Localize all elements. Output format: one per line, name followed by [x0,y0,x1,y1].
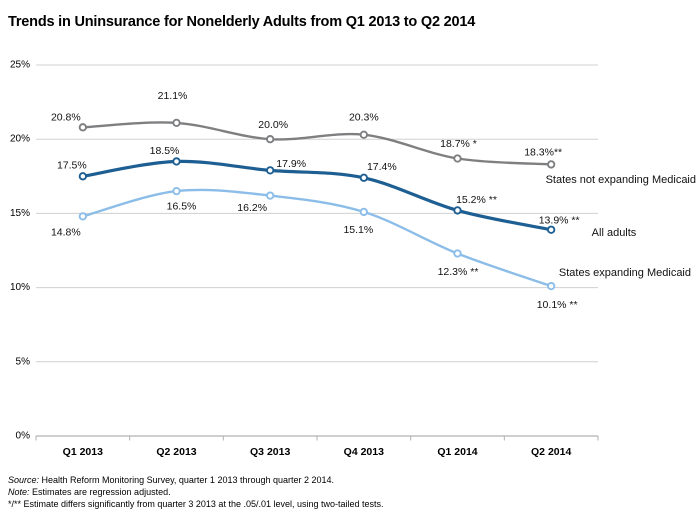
data-point-label: 18.3%** [524,146,562,158]
footnote-note-text: Estimates are regression adjusted. [29,487,171,497]
series-label: All adults [592,227,637,239]
data-point-marker [453,154,462,163]
data-point-marker [547,160,556,169]
y-axis-tick-label: 10% [10,282,30,293]
data-point-label: 15.1% [343,224,373,236]
data-point-marker [78,123,87,132]
data-point-label: 17.5% [57,159,87,171]
data-point-marker [547,225,556,234]
y-axis-tick-label: 5% [16,356,31,367]
data-point-marker [547,281,556,291]
x-axis-label: Q1 2014 [437,446,477,458]
data-point-marker [453,249,462,258]
footnotes: Source: Health Reform Monitoring Survey,… [8,474,384,510]
data-point-marker [359,173,368,182]
data-point-label: 12.3% ** [438,266,479,278]
x-axis-label: Q2 2013 [156,446,196,458]
data-point-label: 16.2% [237,202,267,214]
footnote-note: Note: Estimates are regression adjusted. [8,486,384,498]
series-label: States not expanding Medicaid [546,174,696,186]
x-axis-label: Q1 2013 [63,446,103,458]
data-point-marker [78,212,87,221]
data-point-label: 14.8% [51,226,81,238]
y-axis-tick-label: 25% [10,60,30,71]
y-axis-tick-label: 0% [16,431,31,442]
data-point-marker [266,166,275,175]
x-axis-label: Q3 2013 [250,446,290,458]
data-point-marker [453,206,462,215]
data-point-marker [172,118,181,128]
data-point-label: 17.9% [276,158,306,170]
data-point-label: 16.5% [167,201,197,213]
series-line [81,159,553,232]
data-point-label: 13.9% ** [539,215,580,227]
series-label: States expanding Medicaid [559,267,691,279]
data-point-label: 17.4% [367,161,397,173]
footnote-note-label: Note: [8,487,30,497]
data-point-marker [78,172,87,181]
x-axis-label: Q2 2014 [531,446,571,458]
data-point-marker [266,135,275,144]
y-axis-tick-label: 20% [10,134,30,145]
series-line [81,188,553,288]
data-point-label: 20.8% [51,111,81,123]
footnote-source: Source: Health Reform Monitoring Survey,… [8,474,384,486]
data-point-label: 21.1% [158,90,188,102]
y-axis-tick-label: 15% [10,208,30,219]
data-point-marker [172,157,181,166]
data-point-marker [359,130,368,139]
data-point-marker [359,207,368,217]
data-point-label: 20.3% [349,112,379,124]
chart-title: Trends in Uninsurance for Nonelderly Adu… [8,14,476,30]
series-line [81,121,553,166]
data-point-label: 20.0% [258,119,288,131]
data-point-marker [266,191,275,200]
x-axis-label: Q4 2013 [344,446,384,458]
footnote-source-text: Health Reform Monitoring Survey, quarter… [39,475,335,485]
data-point-label: 15.2% ** [456,194,497,206]
data-point-label: 18.5% [150,145,180,157]
data-point-label: 18.7% * [440,138,477,150]
data-point-marker [172,186,181,196]
data-point-label: 10.1% ** [537,299,578,311]
footnote-source-label: Source: [8,475,40,485]
footnote-significance: */** Estimate differs significantly from… [8,499,384,509]
